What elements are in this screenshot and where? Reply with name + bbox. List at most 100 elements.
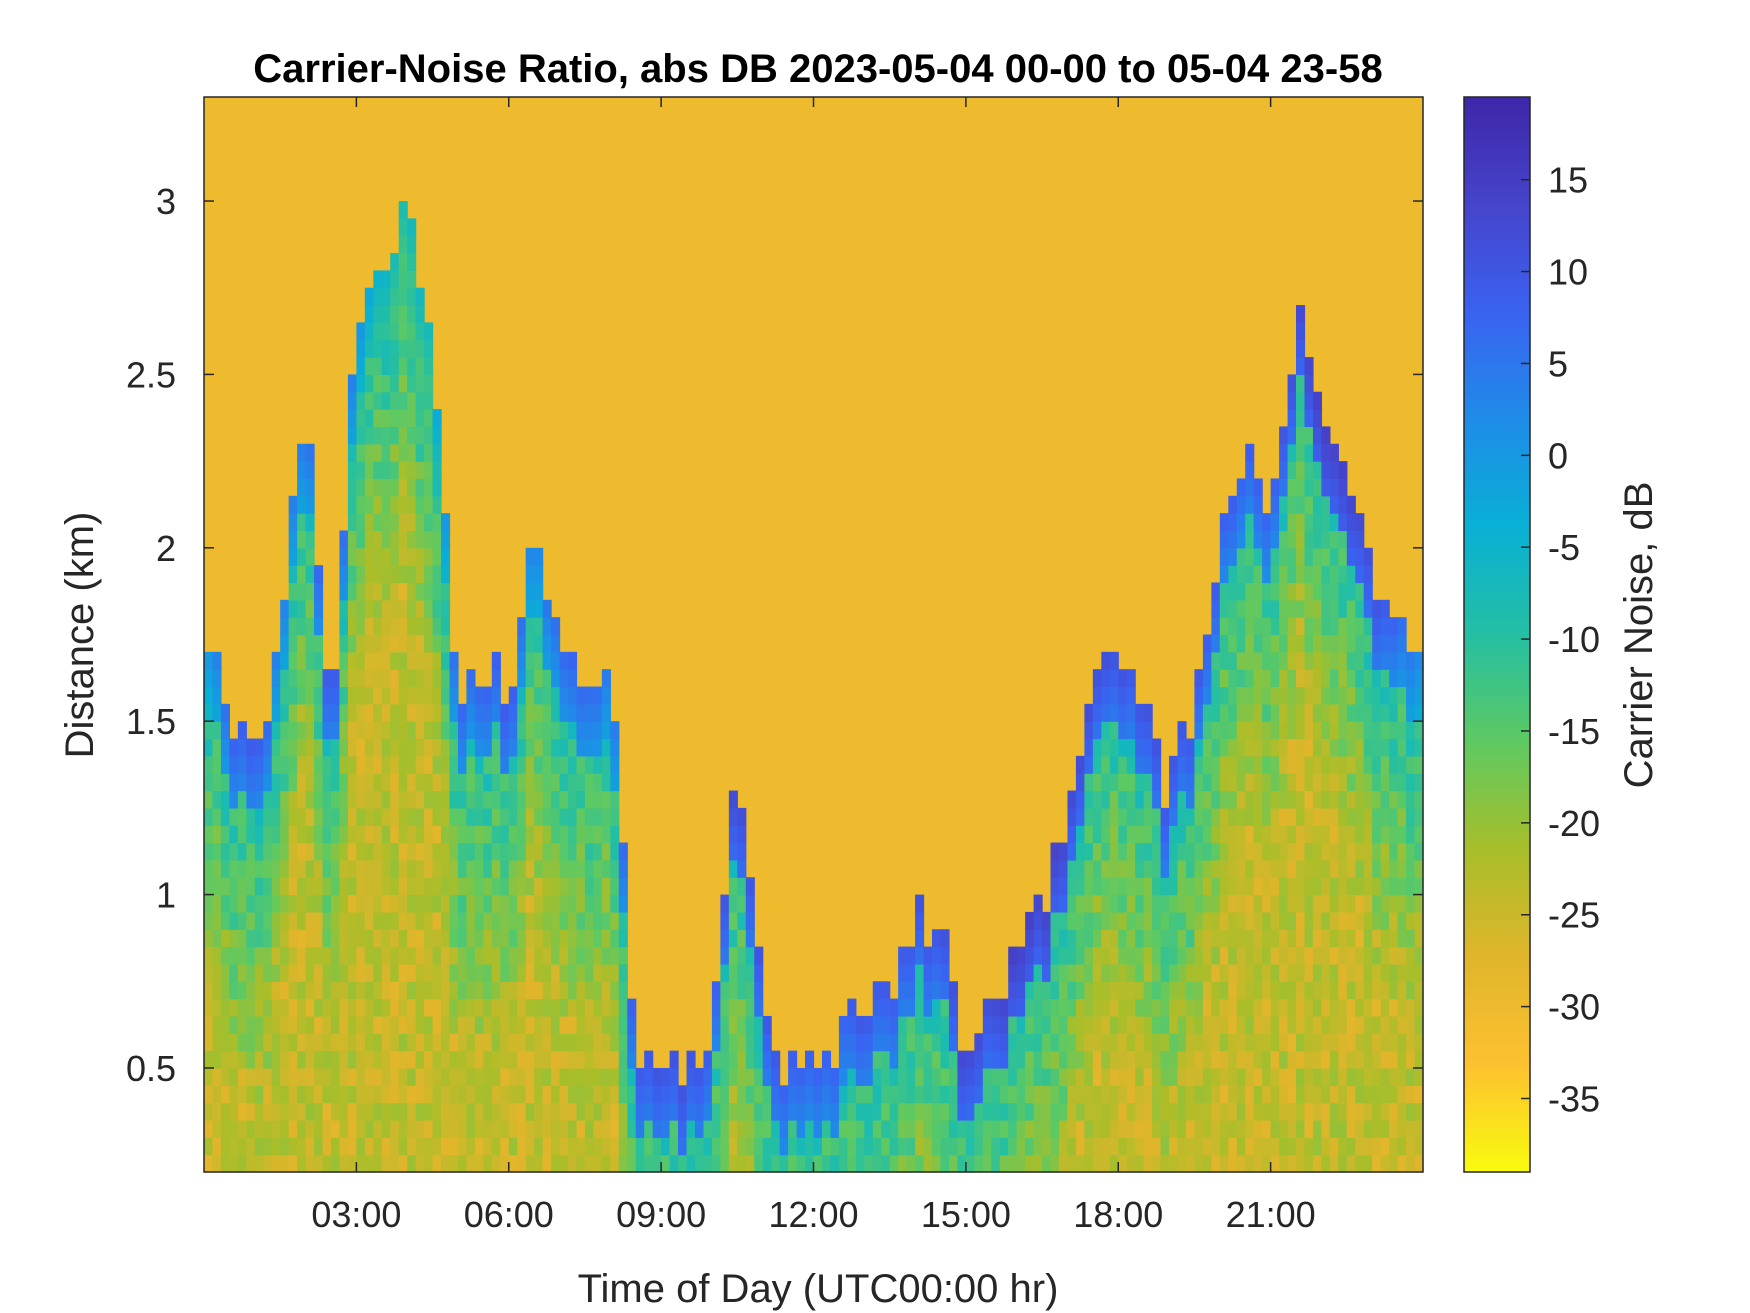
heatmap-cell: [1219, 911, 1229, 930]
heatmap-cell: [1058, 1067, 1069, 1086]
heatmap-cell: [559, 981, 569, 1000]
heatmap-cell: [390, 547, 400, 566]
heatmap-cell: [364, 305, 374, 323]
heatmap-cell: [1067, 1067, 1077, 1086]
heatmap-cell: [559, 859, 569, 878]
heatmap-cell: [1346, 1102, 1356, 1121]
heatmap-cell: [1236, 1154, 1246, 1173]
heatmap-cell: [1058, 877, 1069, 896]
heatmap-cell: [754, 1154, 764, 1173]
heatmap-cell: [779, 1154, 789, 1173]
heatmap-cell: [500, 1137, 510, 1156]
heatmap-cell: [881, 1033, 891, 1052]
heatmap-cell: [1219, 599, 1229, 618]
heatmap-cell: [1279, 1102, 1289, 1121]
heatmap-cell: [330, 859, 341, 878]
heatmap-cell: [1287, 894, 1297, 913]
heatmap-cell: [432, 998, 442, 1017]
heatmap-cell: [940, 1015, 950, 1034]
heatmap-cell: [1363, 1137, 1373, 1156]
heatmap-cell: [220, 911, 230, 930]
heatmap-cell: [373, 825, 383, 844]
heatmap-cell: [1414, 790, 1424, 809]
heatmap-cell: [1363, 651, 1373, 670]
heatmap-cell: [1126, 773, 1136, 792]
heatmap-cell: [1236, 1085, 1246, 1104]
heatmap-cell: [1169, 842, 1179, 861]
heatmap-cell: [390, 825, 400, 844]
heatmap-cell: [1397, 755, 1407, 774]
heatmap-cell: [1346, 651, 1356, 670]
heatmap-cell: [593, 790, 603, 809]
heatmap-cell: [1397, 807, 1407, 826]
heatmap-cell: [204, 1119, 214, 1138]
heatmap-cell: [398, 391, 408, 410]
heatmap-cell: [381, 1085, 391, 1104]
heatmap-cell: [364, 461, 374, 480]
heatmap-cell: [390, 963, 400, 982]
heatmap-cell: [491, 1137, 501, 1156]
heatmap-cell: [314, 929, 324, 948]
heatmap-cell: [347, 686, 357, 705]
heatmap-cell: [1397, 1137, 1407, 1156]
heatmap-cell: [280, 842, 290, 861]
heatmap-cell: [263, 1119, 273, 1138]
heatmap-cell: [1126, 981, 1136, 1000]
heatmap-cell: [1245, 478, 1255, 497]
heatmap-cell: [635, 1102, 645, 1121]
heatmap-cell: [449, 929, 459, 948]
heatmap-cell: [1304, 530, 1314, 549]
heatmap-cell: [1228, 547, 1238, 566]
heatmap-cell: [923, 1050, 933, 1069]
heatmap-cell: [1279, 617, 1289, 636]
heatmap-cell: [347, 599, 357, 618]
heatmap-cell: [1406, 807, 1416, 826]
heatmap-cell: [415, 669, 425, 688]
heatmap-cell: [1338, 547, 1348, 566]
heatmap-cell: [1363, 877, 1373, 896]
heatmap-cell: [314, 1015, 324, 1034]
heatmap-cell: [508, 686, 518, 705]
heatmap-cell: [339, 738, 349, 757]
heatmap-cell: [364, 859, 374, 878]
heatmap-cell: [1372, 773, 1382, 792]
heatmap-cell: [271, 1137, 281, 1156]
heatmap-cell: [424, 495, 434, 514]
heatmap-cell: [517, 929, 527, 948]
heatmap-cell: [347, 443, 357, 462]
heatmap-cell: [314, 1033, 324, 1052]
heatmap-cell: [1185, 842, 1196, 861]
heatmap-cell: [999, 1015, 1009, 1034]
heatmap-cell: [1219, 634, 1229, 653]
heatmap-cell: [508, 929, 518, 948]
heatmap-cell: [1067, 1137, 1077, 1156]
heatmap-cell: [491, 1119, 501, 1138]
heatmap-cell: [280, 669, 290, 688]
heatmap-cell: [601, 807, 611, 826]
heatmap-cell: [923, 1119, 933, 1138]
heatmap-cell: [415, 287, 425, 306]
heatmap-cell: [601, 877, 611, 896]
heatmap-cell: [474, 686, 484, 705]
heatmap-cell: [204, 859, 214, 878]
heatmap-cell: [1279, 634, 1289, 653]
heatmap-cell: [551, 946, 561, 965]
heatmap-cell: [1355, 1050, 1365, 1069]
heatmap-cell: [1025, 1137, 1035, 1156]
heatmap-cell: [1211, 651, 1221, 670]
heatmap-cell: [373, 1085, 383, 1104]
heatmap-cell: [593, 963, 603, 982]
heatmap-cell: [974, 1085, 984, 1104]
heatmap-cell: [305, 1033, 315, 1052]
heatmap-cell: [314, 1085, 324, 1104]
heatmap-cell: [1346, 790, 1356, 809]
heatmap-cell: [1287, 669, 1297, 688]
heatmap-cell: [1194, 1137, 1204, 1156]
heatmap-cell: [339, 634, 349, 653]
heatmap-cell: [466, 790, 476, 809]
heatmap-cell: [491, 911, 501, 930]
heatmap-cell: [432, 946, 442, 965]
heatmap-cell: [1058, 894, 1069, 913]
heatmap-cell: [364, 946, 374, 965]
